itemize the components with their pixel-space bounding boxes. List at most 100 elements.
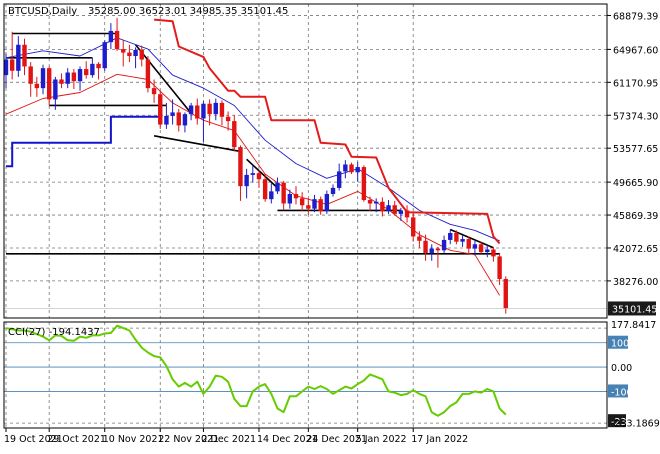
cci-line [5, 324, 507, 417]
candle-body[interactable] [201, 103, 206, 119]
candle-body[interactable] [349, 164, 354, 173]
date-tick-label: 14 Dec 2021 [257, 434, 318, 445]
candle-body[interactable] [448, 232, 453, 240]
candle-body[interactable] [121, 49, 126, 53]
candle-body[interactable] [151, 88, 157, 95]
candle-body[interactable] [90, 63, 95, 76]
price-tick-label: 68879.39 [613, 11, 658, 22]
candle-body[interactable] [435, 248, 441, 251]
price-tick-label: 53577.65 [613, 144, 658, 155]
candle-body[interactable] [293, 193, 299, 199]
candle-body[interactable] [9, 59, 15, 71]
candle-body[interactable] [454, 232, 459, 242]
candle-body[interactable] [398, 210, 404, 214]
candle-body[interactable] [40, 68, 46, 89]
candle-body[interactable] [207, 103, 212, 115]
candle-body[interactable] [84, 69, 89, 76]
candle-body[interactable] [71, 72, 77, 82]
candle-body[interactable] [441, 239, 447, 251]
candle-body[interactable] [361, 167, 367, 201]
candle-body[interactable] [367, 200, 373, 204]
cci-axis-label: -233 [611, 417, 633, 428]
trend-line [153, 135, 241, 153]
grid [4, 4, 607, 428]
candles[interactable] [3, 17, 508, 314]
cci-frame [3, 321, 608, 429]
candle-body[interactable] [244, 174, 249, 187]
price-tick-label: 64967.60 [613, 45, 658, 56]
candle-body[interactable] [497, 256, 502, 279]
candle-body[interactable] [182, 114, 188, 126]
candle-body[interactable] [417, 236, 422, 241]
candle-body[interactable] [232, 121, 237, 148]
candle-body[interactable] [158, 94, 163, 125]
candle-body[interactable] [256, 173, 262, 180]
candle-body[interactable] [16, 44, 21, 71]
candle-body[interactable] [472, 244, 478, 249]
candle-body[interactable] [22, 44, 27, 67]
candle-body[interactable] [343, 164, 348, 172]
candle-body[interactable] [108, 30, 114, 43]
candle-body[interactable] [102, 42, 107, 69]
candle-body[interactable] [287, 193, 293, 204]
candle-body[interactable] [491, 249, 496, 257]
candle-body[interactable] [250, 173, 255, 175]
candle-body[interactable] [176, 112, 181, 126]
candle-body[interactable] [3, 59, 9, 76]
candle-body[interactable] [324, 193, 330, 212]
candle-body[interactable] [306, 205, 311, 209]
candle-body[interactable] [485, 249, 490, 253]
candle-body[interactable] [139, 49, 144, 60]
candle-body[interactable] [275, 182, 280, 192]
candle-body[interactable] [170, 112, 175, 116]
candle-body[interactable] [336, 171, 342, 188]
candle-body[interactable] [114, 30, 120, 50]
candle-body[interactable] [225, 116, 231, 122]
candle-body[interactable] [77, 69, 83, 82]
candle-body[interactable] [429, 248, 434, 253]
candle-body[interactable] [460, 239, 465, 242]
candle-body[interactable] [330, 187, 336, 194]
candle-body[interactable] [195, 105, 200, 119]
candle-body[interactable] [299, 198, 305, 206]
candle-body[interactable] [386, 205, 391, 212]
candle-body[interactable] [127, 52, 132, 57]
candle-body[interactable] [188, 105, 194, 115]
candle-body[interactable] [466, 239, 471, 249]
date-tick-label: 17 Jan 2022 [411, 434, 468, 445]
candle-body[interactable] [503, 278, 508, 309]
candle-body[interactable] [312, 199, 317, 209]
candle-body[interactable] [46, 68, 52, 100]
candle-body[interactable] [411, 217, 416, 237]
candle-body[interactable] [213, 102, 218, 115]
candle-body[interactable] [269, 191, 274, 200]
candle-body[interactable] [404, 210, 410, 218]
candle-body[interactable] [238, 147, 243, 187]
cci-axis-label: 100 [611, 339, 629, 350]
candle-body[interactable] [355, 167, 360, 173]
candle-body[interactable] [28, 66, 33, 84]
candle-body[interactable] [34, 83, 40, 89]
candle-body[interactable] [164, 115, 169, 125]
candle-body[interactable] [392, 205, 397, 214]
cci-axis-box [608, 384, 628, 398]
date-tick-label: 29 Oct 2021 [47, 434, 106, 445]
candle-body[interactable] [219, 102, 225, 117]
candle-body[interactable] [374, 201, 379, 204]
candle-body[interactable] [262, 179, 268, 200]
cci-axis-label: 177.8417 [611, 320, 656, 331]
frames [3, 3, 608, 429]
main-frame [3, 3, 608, 319]
candle-body[interactable] [53, 79, 58, 100]
candle-body[interactable] [478, 244, 484, 253]
date-tick-label: 2 Dec 2021 [201, 434, 256, 445]
candle-body[interactable] [380, 201, 385, 212]
candle-body[interactable] [318, 199, 323, 212]
candle-body[interactable] [96, 63, 101, 69]
candle-body[interactable] [133, 49, 138, 57]
candle-body[interactable] [423, 240, 428, 253]
candle-body[interactable] [281, 182, 286, 204]
candle-body[interactable] [65, 72, 70, 84]
candle-body[interactable] [145, 59, 151, 89]
candle-body[interactable] [59, 79, 64, 84]
